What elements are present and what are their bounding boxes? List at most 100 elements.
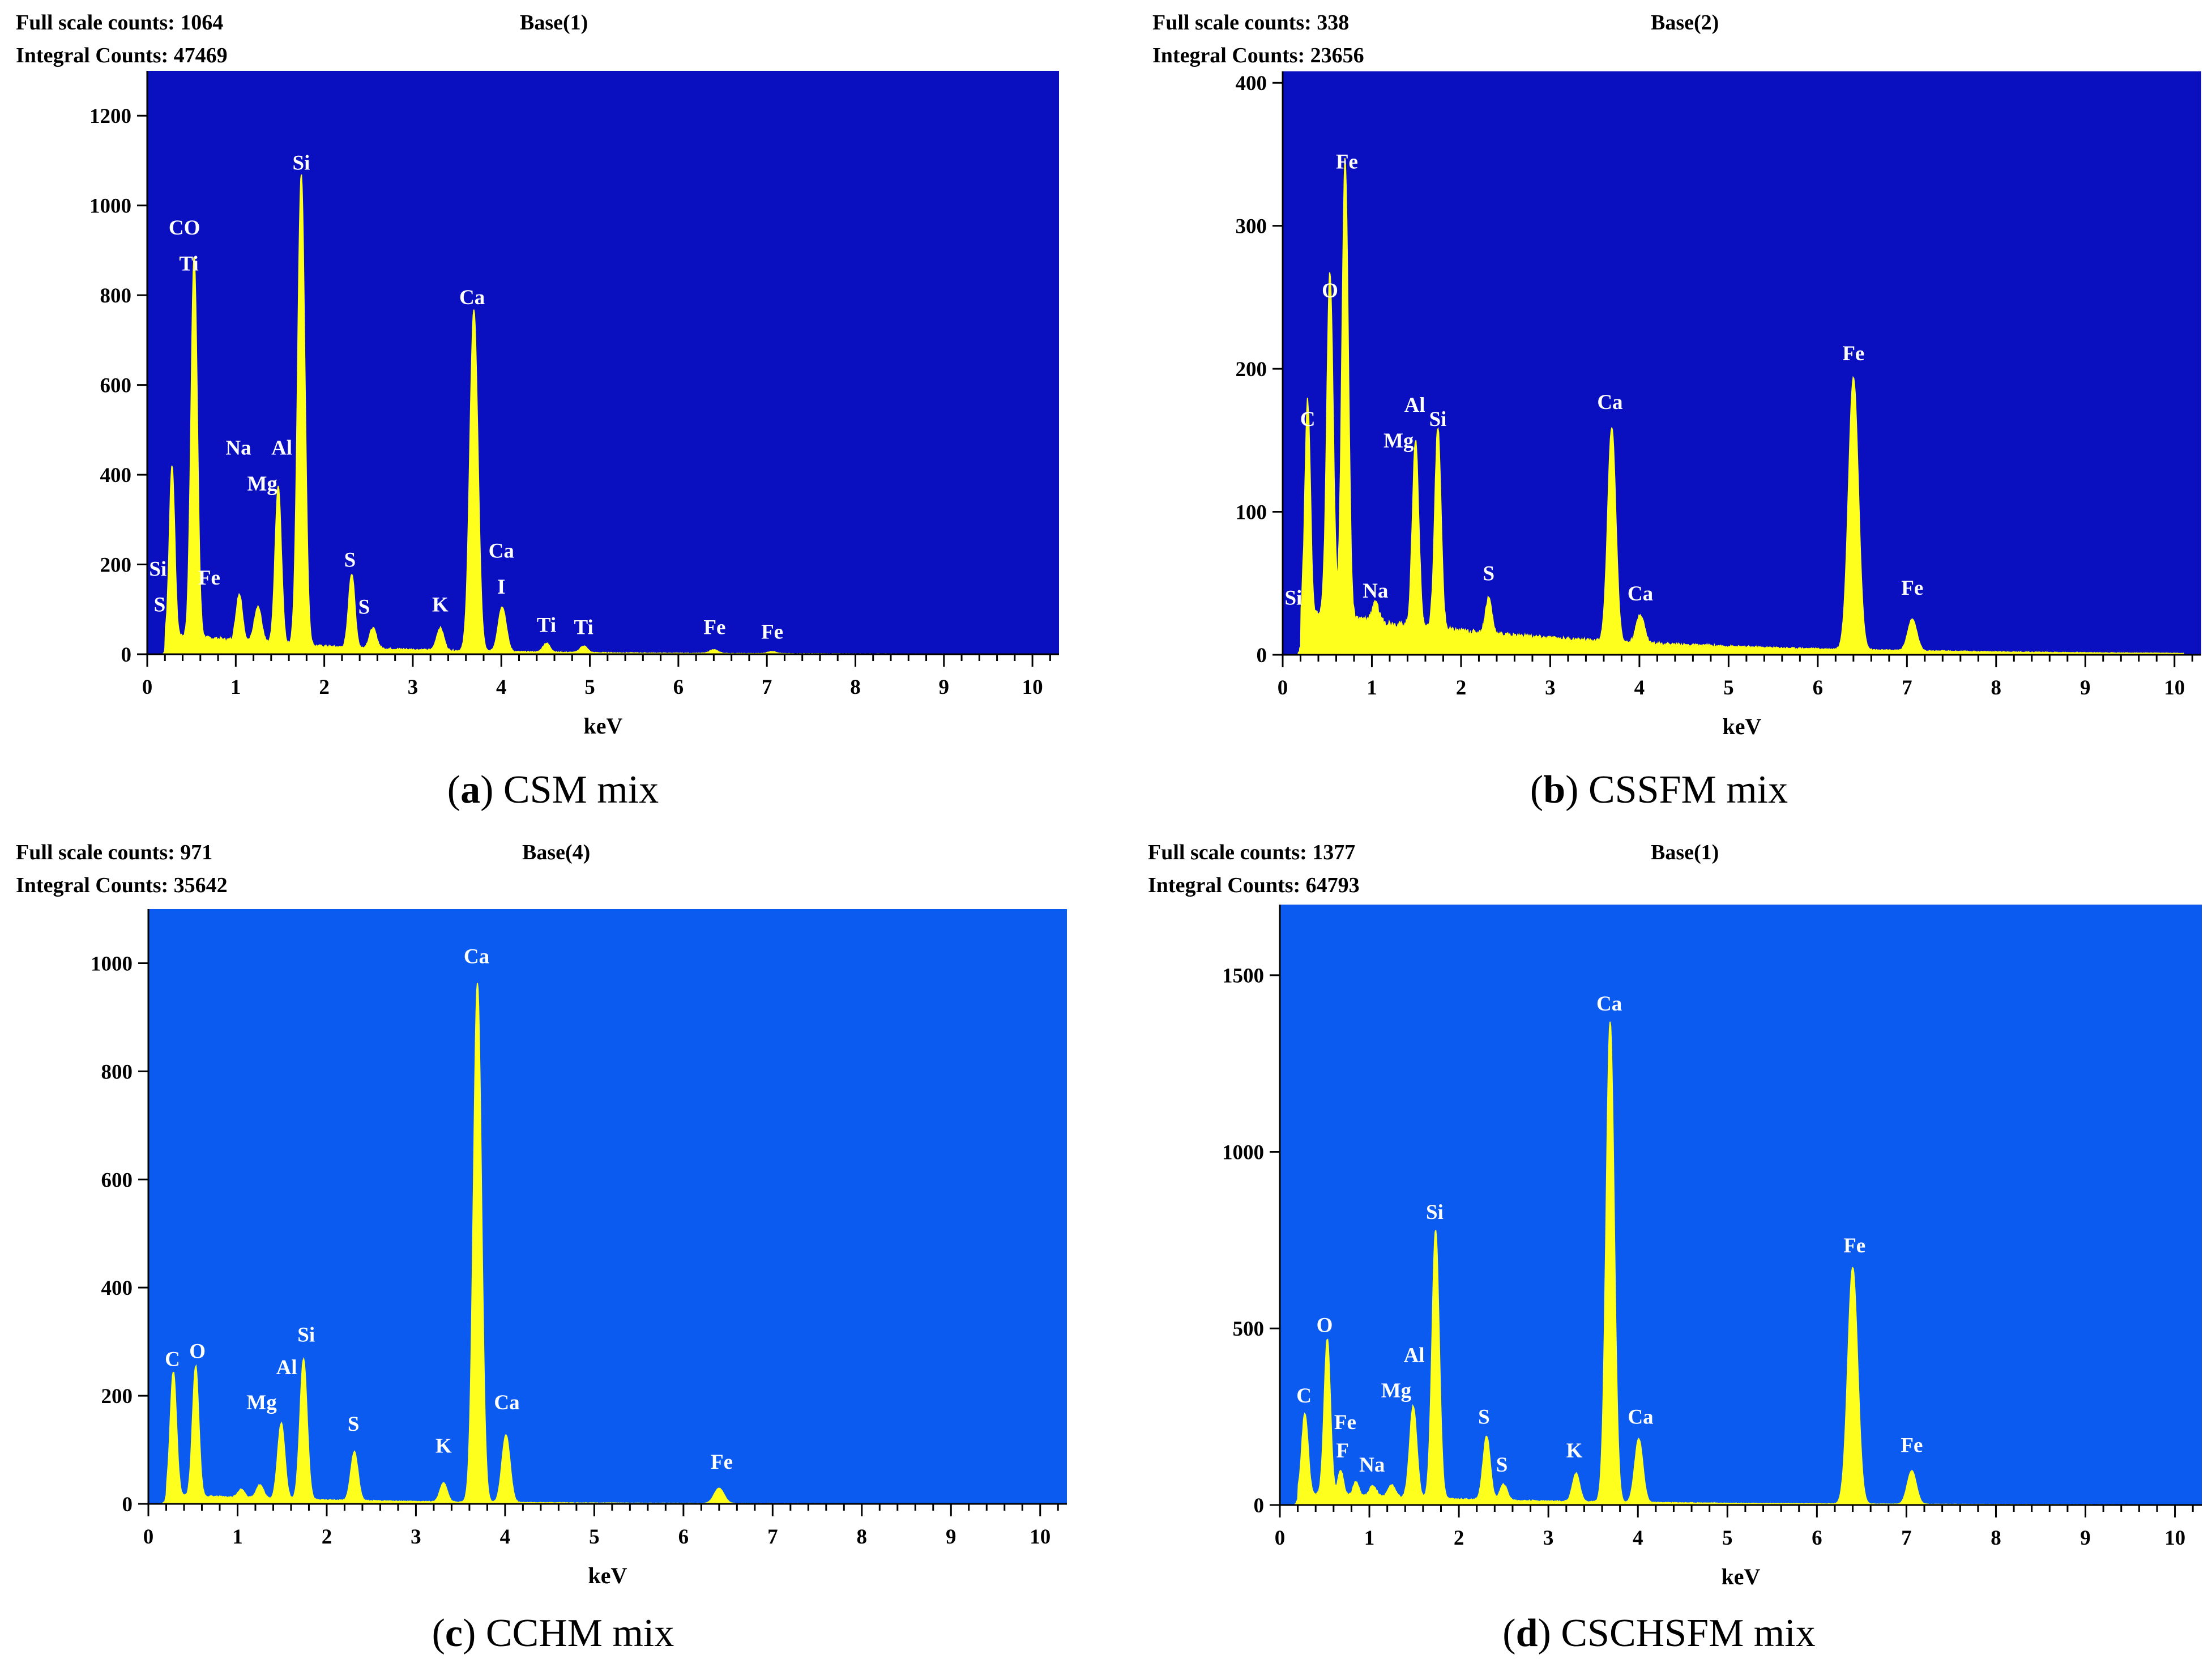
full-scale-counts: Full scale counts: 338 [1152, 11, 1349, 35]
full-scale-counts: Full scale counts: 1064 [16, 11, 223, 35]
peak-label: K [435, 1434, 452, 1457]
y-tick-label: 600 [100, 374, 132, 398]
eds-spectrum-d: Full scale counts: 1377 Integral Counts:… [1148, 841, 2202, 1589]
caption: (c) CCHM mix [432, 1611, 674, 1655]
peak-label: Ca [464, 945, 489, 968]
spectrum-series [1296, 158, 2184, 655]
peak-label: Fe [1901, 577, 1923, 600]
caption-text: CCHM mix [485, 1611, 674, 1655]
y-tick-label: 100 [1236, 501, 1267, 525]
x-tick-label: 4 [496, 676, 507, 699]
x-tick-label: 7 [762, 676, 772, 699]
x-axis-title: keV [588, 1563, 627, 1588]
full-scale-counts: Full scale counts: 1377 [1148, 841, 1355, 864]
y-tick-label: 500 [1233, 1318, 1265, 1341]
peak-label: Fe [1336, 151, 1358, 174]
x-tick-label: 2 [319, 676, 330, 699]
y-tick-label: 1500 [1222, 965, 1264, 988]
x-tick-label: 3 [408, 676, 419, 699]
x-tick-label: 3 [1543, 1527, 1554, 1550]
y-tick-label: 600 [101, 1169, 133, 1192]
peak-label: Fe [1901, 1434, 1923, 1457]
y-tick-label: 200 [1236, 358, 1267, 381]
peak-label: Ti [574, 616, 593, 639]
peak-label: Fe [1843, 1234, 1865, 1257]
x-tick-label: 10 [1030, 1525, 1051, 1549]
x-tick-label: 3 [1545, 676, 1556, 700]
y-tick-label: 200 [101, 1385, 133, 1408]
peak-label: Si [1284, 587, 1302, 610]
caption-letter: c [445, 1611, 463, 1655]
y-tick-label: 0 [121, 643, 132, 667]
peak-label: Fe [1334, 1411, 1356, 1434]
plot-background [1280, 905, 2202, 1505]
x-tick-label: 5 [1723, 676, 1734, 700]
integral-counts: Integral Counts: 47469 [16, 44, 228, 67]
eds-spectrum-c: Full scale counts: 971 Integral Counts: … [16, 841, 1067, 1588]
x-tick-label: 5 [584, 676, 595, 699]
chart-panel-d: Full scale counts: 1377 Integral Counts:… [1106, 834, 2212, 1667]
peak-label: Mg [247, 472, 277, 496]
peak-label: Al [1404, 394, 1425, 417]
x-tick-label: 7 [767, 1525, 778, 1549]
peak-label: Fe [761, 620, 783, 643]
x-tick-label: 5 [589, 1525, 600, 1549]
x-tick-label: 0 [1275, 1527, 1286, 1550]
x-tick-label: 4 [1634, 676, 1645, 700]
peak-label: Mg [1383, 429, 1414, 453]
peak-label: CO [169, 216, 200, 240]
peak-label: Al [276, 1356, 297, 1379]
x-tick-label: 7 [1902, 676, 1912, 700]
peak-label: Si [1426, 1201, 1444, 1224]
peak-label: I [497, 575, 505, 599]
base-label: Base(2) [1651, 11, 1719, 35]
caption-letter: a [460, 768, 481, 812]
peak-label: Fe [711, 1451, 733, 1474]
peak-label: Ca [1628, 582, 1653, 606]
x-tick-label: 1 [230, 676, 241, 699]
x-tick-label: 9 [2080, 676, 2091, 700]
caption-text: CSM mix [503, 768, 659, 812]
peak-label: Fe [198, 566, 220, 590]
peak-label: Si [297, 1324, 315, 1347]
y-tick-label: 0 [1257, 644, 1267, 667]
caption: (d) CSCHSFM mix [1502, 1611, 1816, 1655]
x-tick-label: 9 [939, 676, 950, 699]
peak-label: Na [1363, 579, 1388, 603]
caption: (b) CSSFM mix [1530, 768, 1788, 812]
y-tick-label: 400 [1236, 72, 1267, 95]
peak-label: Si [293, 151, 310, 174]
peak-label: Si [149, 557, 166, 581]
peak-label: Ti [179, 253, 198, 276]
chart-panel-b: Full scale counts: 338 Integral Counts: … [1106, 0, 2212, 833]
x-tick-label: 1 [1367, 676, 1377, 700]
peak-label: S [1483, 562, 1494, 586]
x-tick-label: 10 [2164, 676, 2185, 700]
y-tick-label: 800 [101, 1060, 133, 1084]
x-tick-label: 8 [857, 1525, 868, 1549]
full-scale-counts: Full scale counts: 971 [16, 841, 212, 864]
y-tick-label: 300 [1236, 215, 1267, 238]
peak-label: K [432, 594, 449, 617]
x-tick-label: 3 [411, 1525, 421, 1549]
x-tick-label: 8 [1991, 676, 2002, 700]
peak-label: Ca [1628, 1406, 1653, 1429]
y-tick-label: 1000 [1222, 1141, 1264, 1164]
x-tick-label: 9 [946, 1525, 956, 1549]
y-tick-label: 1200 [89, 105, 131, 128]
x-axis-title: keV [1723, 714, 1762, 739]
y-tick-label: 0 [1254, 1494, 1265, 1517]
integral-counts: Integral Counts: 64793 [1148, 873, 1360, 897]
x-tick-label: 0 [1278, 676, 1288, 700]
peak-label: Al [271, 436, 292, 459]
peak-label: Si [1429, 408, 1447, 431]
integral-counts: Integral Counts: 35642 [16, 873, 228, 897]
peak-label: Ca [1596, 992, 1622, 1016]
x-tick-label: 6 [1813, 676, 1824, 700]
y-tick-label: 400 [100, 464, 132, 487]
chart-panel-a: Full scale counts: 1064 Integral Counts:… [0, 0, 1106, 833]
peak-label: Fe [703, 616, 725, 639]
peak-label: Mg [1381, 1379, 1412, 1402]
